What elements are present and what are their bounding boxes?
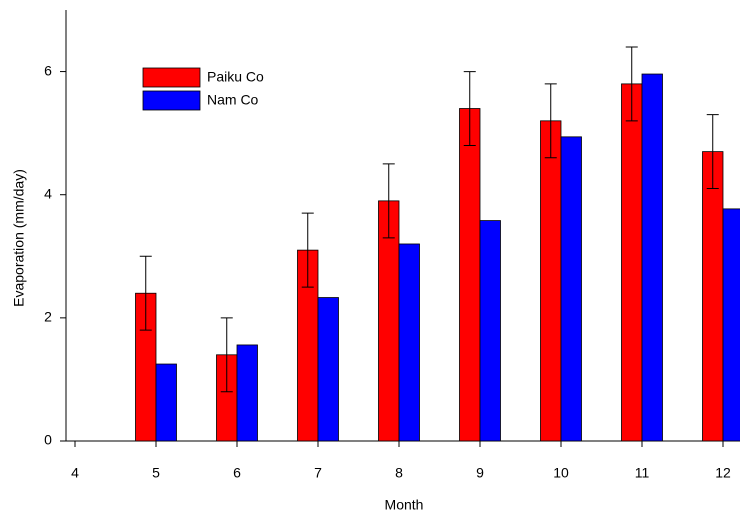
x-tick-label: 10 [553,465,569,481]
error-bar [625,46,638,122]
legend-swatch [142,90,201,111]
bar [702,151,724,442]
bar [540,120,562,442]
legend-swatch [142,67,201,88]
x-tick-label: 4 [71,465,79,481]
x-tick-label: 5 [152,465,160,481]
x-tick-label: 8 [395,465,403,481]
error-bar [301,212,314,288]
x-tick-label: 6 [233,465,241,481]
y-tick-label: 0 [44,432,52,448]
y-tick-label: 6 [44,62,52,78]
error-bar [706,114,719,190]
bar [641,73,663,442]
y-tick-label: 4 [44,185,52,201]
x-tick-label: 9 [476,465,484,481]
error-bar [139,255,152,331]
y-axis-label: Evaporation (mm/day) [11,169,27,307]
x-tick-label: 12 [715,465,731,481]
x-axis-label: Month [385,497,424,513]
bar [459,108,481,442]
bar [236,344,258,442]
error-bar [220,317,233,393]
bar [317,297,339,442]
bar [722,208,740,442]
bar [560,136,582,442]
bar [398,243,420,442]
error-bar [544,83,557,159]
bar [155,363,177,442]
x-tick-label: 11 [635,465,650,481]
bar [621,83,643,442]
x-tick-label: 7 [314,465,322,481]
error-bar [463,71,476,146]
error-bar [382,163,395,239]
bar [479,220,501,442]
legend-label: Paiku Co [207,69,264,85]
y-tick-label: 2 [44,309,52,325]
legend-label: Nam Co [207,92,259,108]
